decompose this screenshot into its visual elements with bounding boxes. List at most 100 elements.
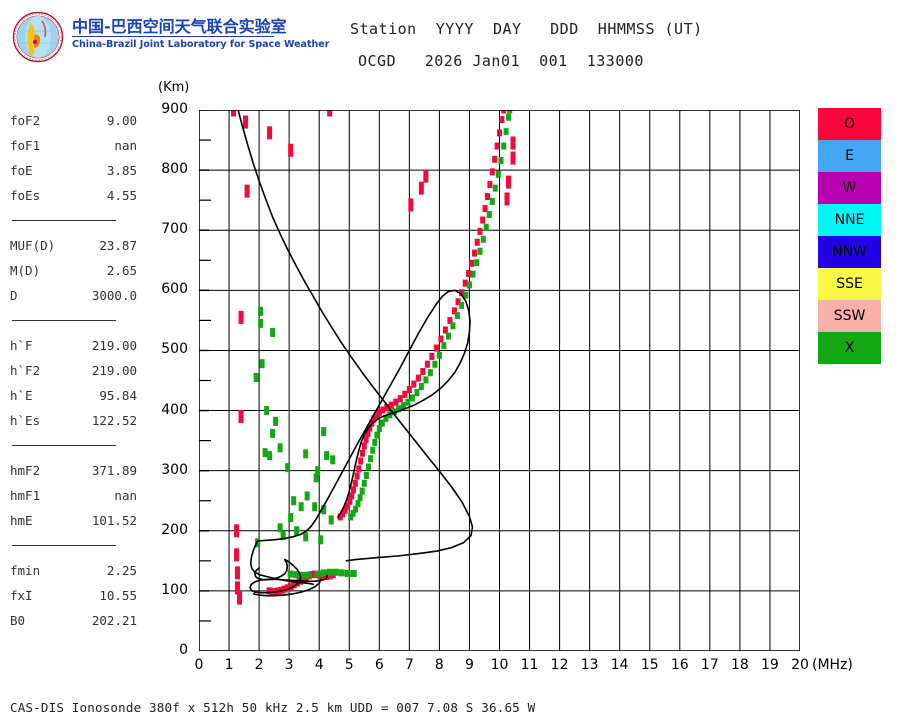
station-header-values: OCGD 2026 Jan01 001 133000 (358, 52, 644, 70)
parameter-key: B0 (10, 613, 26, 628)
parameter-key: foF2 (10, 113, 41, 128)
y-axis-unit-label: (Km) (158, 80, 190, 95)
x-axis-unit-label: (MHz) (812, 657, 853, 673)
legend-item-o[interactable]: O (818, 108, 881, 140)
parameter-value: nan (114, 138, 137, 153)
parameter-row: h`E 95.84 (10, 383, 145, 408)
e-layer-profile-inner (254, 558, 289, 581)
legend-item-nnw[interactable]: NNW (818, 236, 881, 268)
parameter-key: D (10, 288, 18, 303)
y-tick-label: 100 (161, 581, 188, 598)
parameter-key: hmE (10, 513, 33, 528)
parameter-row: hmF2 371.89 (10, 458, 145, 483)
valley-profile (249, 540, 314, 586)
x-mode-echo-trace (348, 110, 513, 521)
parameter-key: h`Es (10, 413, 41, 428)
o-mode-echo-trace-sporadic (231, 110, 516, 605)
parameter-divider (10, 533, 145, 558)
x-tick-label: 12 (550, 657, 569, 673)
parameter-row: h`F 219.00 (10, 333, 145, 358)
parameter-key: M(D) (10, 263, 41, 278)
parameter-value: 95.84 (99, 388, 137, 403)
true-height-profile (256, 289, 471, 542)
legend-item-label: NNE (834, 212, 865, 228)
parameter-value: 9.00 (106, 113, 137, 128)
parameter-key: foF1 (10, 138, 41, 153)
parameter-row: h`F2 219.00 (10, 358, 145, 383)
parameter-value: 2.65 (106, 263, 137, 278)
instrument-footer: CAS-DIS Ionosonde 380f x 512h 50 kHz 2.5… (10, 700, 536, 715)
legend-item-x[interactable]: X (818, 332, 881, 364)
lab-name-chinese: 中国-巴西空间天气联合实验室 (72, 17, 287, 36)
parameter-key: foE (10, 163, 33, 178)
legend-item-label: O (843, 116, 856, 132)
muf-oblique-curve (237, 110, 474, 562)
plot-data-layer (231, 110, 516, 605)
parameter-key: h`E (10, 388, 33, 403)
y-tick-label: 500 (161, 341, 188, 358)
parameter-row: D 3000.0 (10, 283, 145, 308)
parameter-value: 101.52 (91, 513, 137, 528)
y-tick-label: 800 (161, 161, 188, 178)
parameter-divider (10, 208, 145, 233)
y-tick-label: 900 (161, 101, 188, 117)
parameter-row: fmin 2.25 (10, 558, 145, 583)
parameter-divider (10, 433, 145, 458)
legend-item-label: X (844, 340, 855, 356)
parameter-value: 10.55 (99, 588, 137, 603)
ionogram-canvas[interactable] (199, 110, 800, 651)
legend-item-label: SSW (833, 308, 866, 324)
o-mode-echo-trace (337, 110, 507, 521)
parameter-row: foF2 9.00 (10, 108, 145, 133)
x-mode-echo-trace-e-layer (287, 568, 357, 579)
parameter-key: hmF1 (10, 488, 41, 503)
x-tick-label: 15 (640, 657, 659, 673)
ionogram-plot[interactable] (199, 110, 800, 651)
x-tick-label: 5 (344, 657, 354, 673)
e-layer-profile-loop (249, 558, 328, 594)
y-tick-label: 400 (161, 401, 188, 418)
legend-item-e[interactable]: E (818, 140, 881, 172)
legend-item-sse[interactable]: SSE (818, 268, 881, 300)
y-tick-label: 700 (161, 221, 188, 238)
parameter-row: MUF(D) 23.87 (10, 233, 145, 258)
e-layer-profile-lower (252, 578, 322, 597)
parameter-value: 3.85 (106, 163, 137, 178)
true-height-profile-curve (237, 110, 474, 597)
legend-item-ssw[interactable]: SSW (818, 300, 881, 332)
y-tick-label: 300 (161, 461, 188, 478)
y-tick-label: 600 (161, 281, 188, 298)
x-tick-label: 6 (374, 657, 384, 673)
parameter-row: h`Es 122.52 (10, 408, 145, 433)
x-tick-label: 2 (254, 657, 264, 673)
parameter-key: MUF(D) (10, 238, 56, 253)
x-tick-label: 13 (580, 657, 599, 673)
x-tick-label: 20 (791, 657, 809, 673)
y-tick-label: 200 (161, 521, 188, 538)
x-tick-label: 0 (194, 657, 204, 673)
parameter-value: 371.89 (91, 463, 137, 478)
parameter-row: hmF1 nan (10, 483, 145, 508)
x-tick-label: 14 (610, 657, 629, 673)
x-tick-label: 17 (700, 657, 719, 673)
parameter-value: 4.55 (106, 188, 137, 203)
parameter-key: foEs (10, 188, 41, 203)
x-tick-label: 19 (761, 657, 779, 673)
ionogram-parameter-panel: foF2 9.00 foF1 nan foE 3.85 foEs 4.55 MUF(D) 23.8… (10, 108, 145, 633)
parameter-row: foEs 4.55 (10, 183, 145, 208)
legend-item-label: W (842, 180, 857, 196)
legend-item-w[interactable]: W (818, 172, 881, 204)
parameter-divider (10, 308, 145, 333)
x-tick-label: 4 (314, 657, 324, 673)
legend-item-label: SSE (836, 276, 863, 292)
parameter-row: B0 202.21 (10, 608, 145, 633)
x-tick-label: 10 (490, 657, 509, 673)
parameter-key: h`F (10, 338, 33, 353)
legend-item-nne[interactable]: NNE (818, 204, 881, 236)
parameter-value: nan (114, 488, 137, 503)
x-tick-label: 11 (520, 657, 539, 673)
x-tick-label: 18 (730, 657, 749, 673)
y-tick-label: 0 (179, 642, 188, 658)
parameter-value: 122.52 (91, 413, 137, 428)
parameter-key: h`F2 (10, 363, 41, 378)
